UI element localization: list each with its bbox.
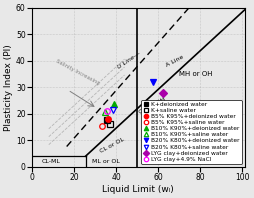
Text: CH or OH: CH or OH (138, 97, 166, 115)
Legend: K+deionized water, K+saline water, B5% K95%+deionized water, B5% K95%+saline wat: K+deionized water, K+saline water, B5% K… (141, 100, 242, 164)
Text: MH or OH: MH or OH (179, 71, 213, 77)
Text: U Line---: U Line--- (116, 51, 141, 70)
Text: CL or OL: CL or OL (99, 137, 125, 154)
X-axis label: Liquid Limit (wₗ): Liquid Limit (wₗ) (102, 185, 174, 194)
Text: ML or OL: ML or OL (92, 159, 120, 164)
Text: Salinity Increasing: Salinity Increasing (55, 58, 101, 86)
Y-axis label: Plasticity Index (PI): Plasticity Index (PI) (4, 44, 13, 131)
Text: CL-ML: CL-ML (41, 159, 60, 164)
Text: A Line: A Line (165, 54, 185, 68)
